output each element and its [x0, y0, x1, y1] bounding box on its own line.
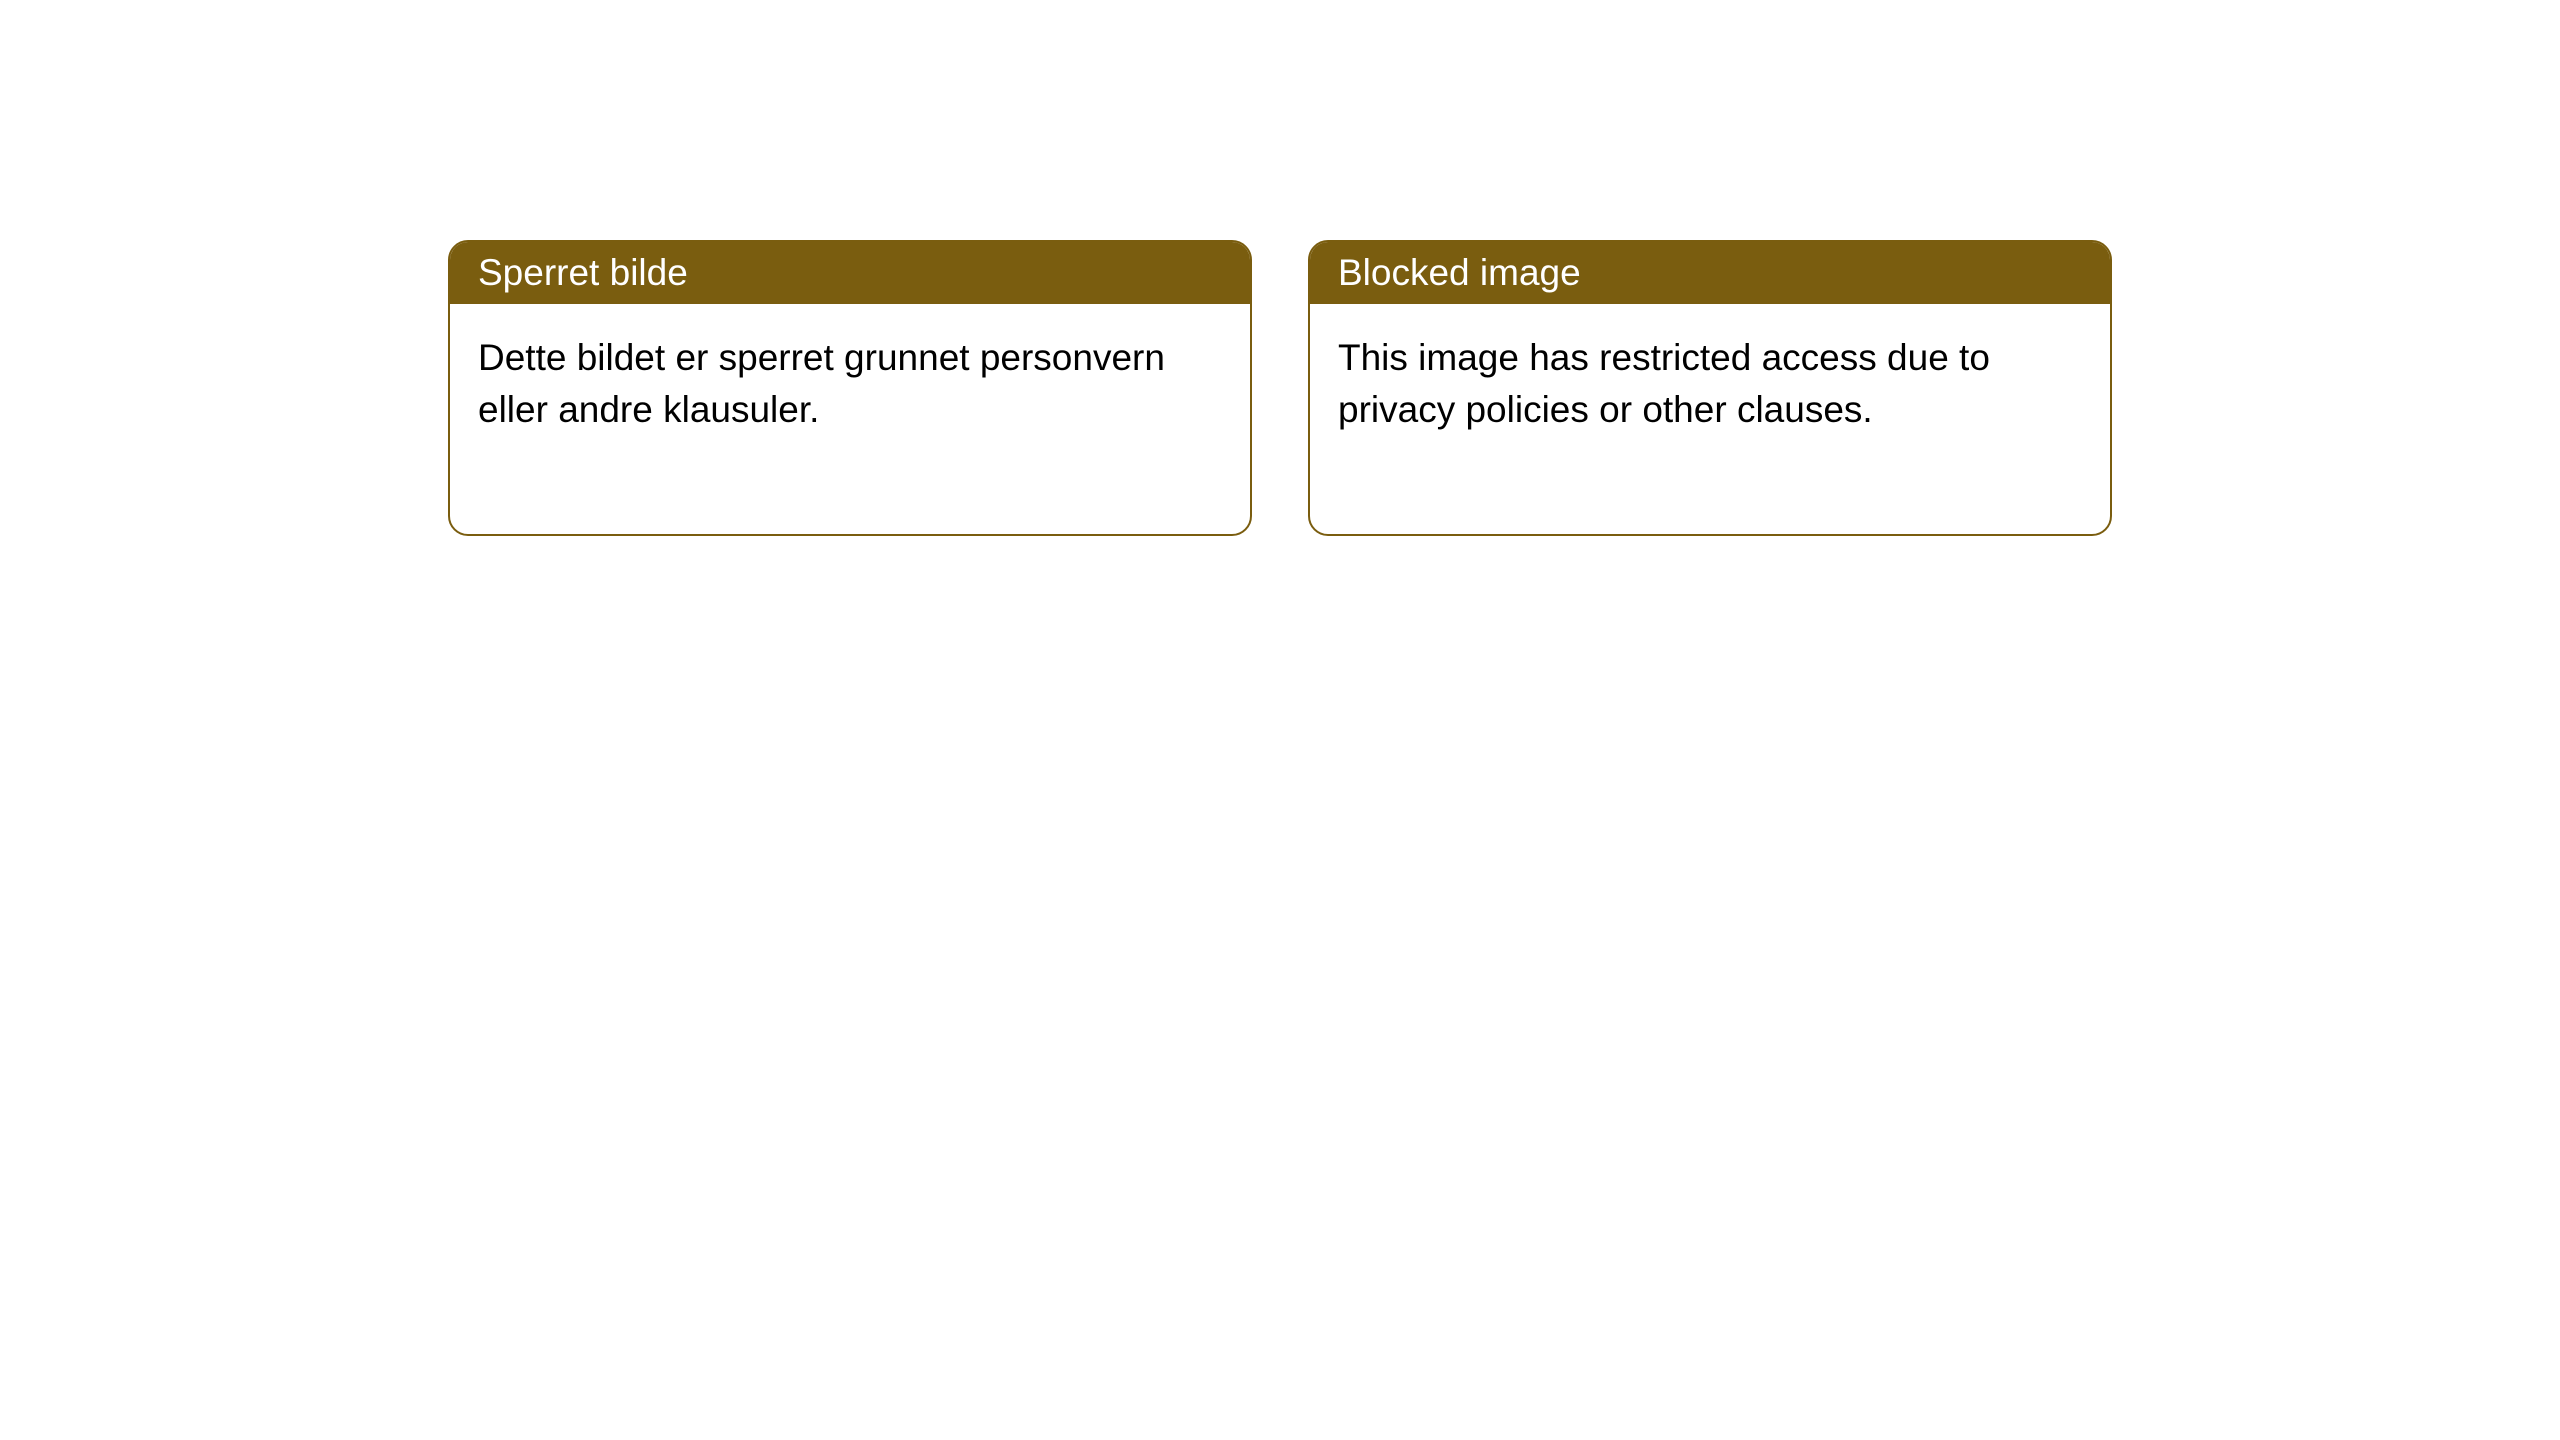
card-body: Dette bildet er sperret grunnet personve… [450, 304, 1250, 534]
card-header: Blocked image [1310, 242, 2110, 304]
card-header: Sperret bilde [450, 242, 1250, 304]
card-title: Sperret bilde [478, 252, 688, 293]
card-title: Blocked image [1338, 252, 1581, 293]
card-message: This image has restricted access due to … [1338, 337, 1990, 430]
notice-card-norwegian: Sperret bilde Dette bildet er sperret gr… [448, 240, 1252, 536]
notice-container: Sperret bilde Dette bildet er sperret gr… [0, 0, 2560, 536]
notice-card-english: Blocked image This image has restricted … [1308, 240, 2112, 536]
card-body: This image has restricted access due to … [1310, 304, 2110, 534]
card-message: Dette bildet er sperret grunnet personve… [478, 337, 1165, 430]
